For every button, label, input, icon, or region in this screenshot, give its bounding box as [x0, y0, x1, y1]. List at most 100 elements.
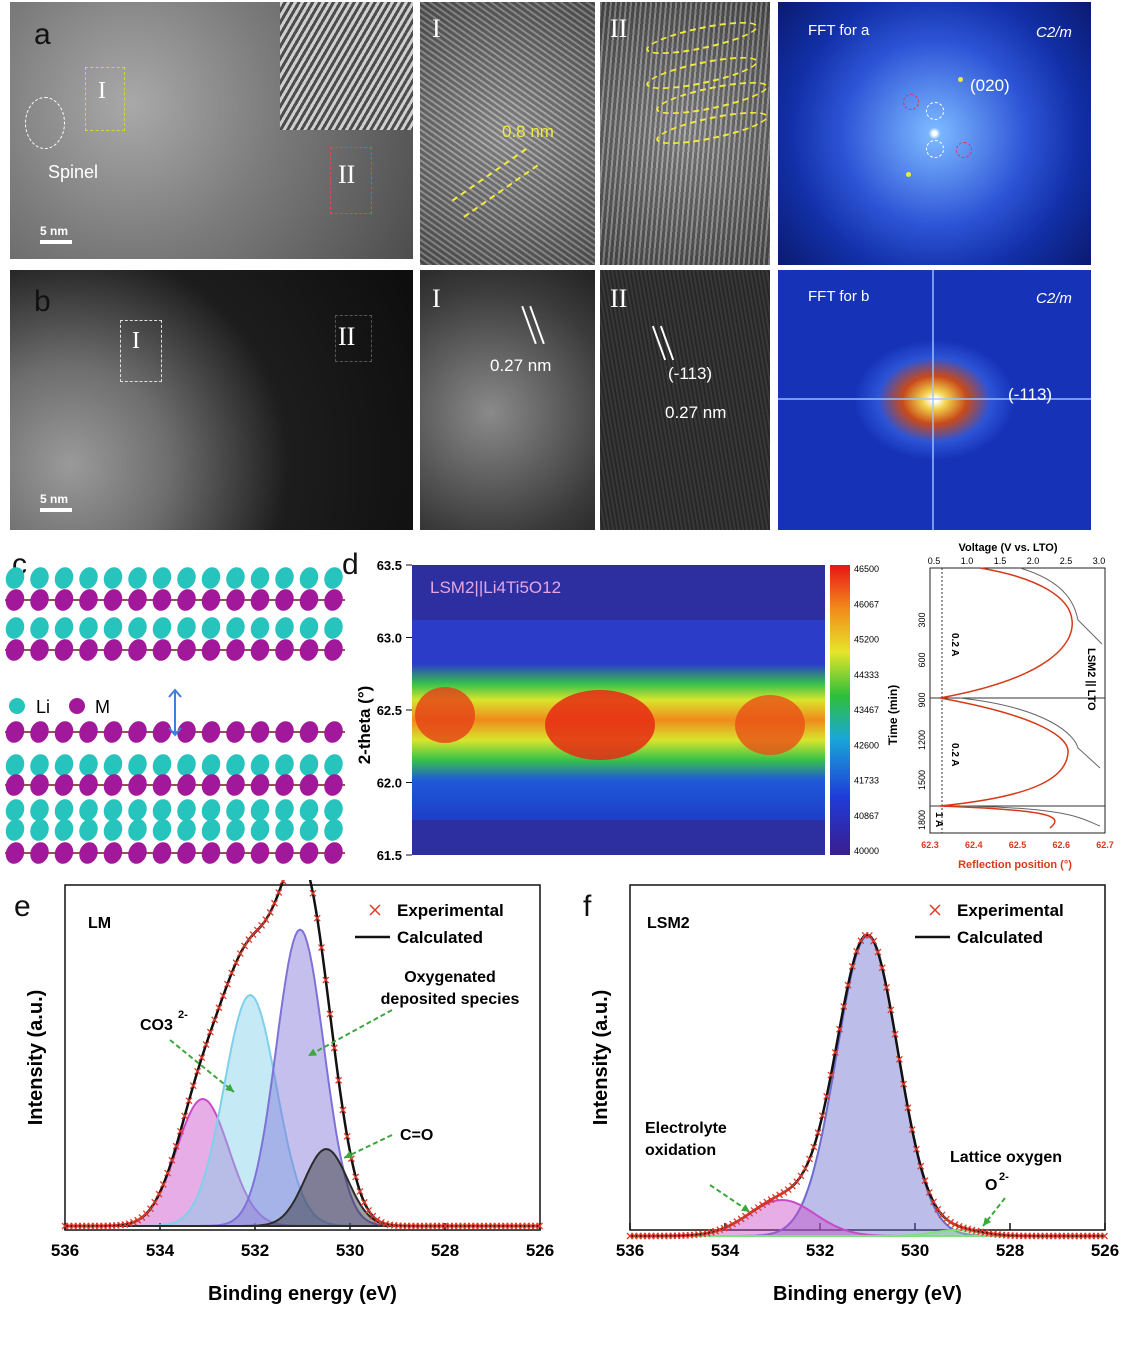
panel-label-d: d [342, 548, 359, 581]
colorbar-tick-label: 45200 [854, 635, 879, 645]
li-atom [226, 819, 245, 841]
colorbar-tick-label: 43467 [854, 705, 879, 715]
li-atom [79, 617, 98, 639]
space-group-label: C2/m [1036, 290, 1072, 307]
li-atom [275, 754, 294, 776]
experimental-point [857, 937, 865, 945]
experimental-point [827, 1071, 835, 1079]
m-atom [299, 639, 319, 661]
heatmap-hotspot [545, 690, 655, 760]
colorbar-tick-label: 44333 [854, 670, 879, 680]
m-atom [103, 842, 123, 864]
scale-bar [40, 240, 72, 244]
li-atom [30, 617, 49, 639]
m-atom [324, 639, 343, 661]
m-atom [275, 639, 294, 661]
li-atom [79, 819, 98, 841]
experimental-point [168, 1156, 176, 1164]
experimental-point [951, 1221, 959, 1229]
annotation-arrow [169, 1039, 235, 1093]
experimental-point [176, 1127, 184, 1135]
fft-streak [932, 270, 934, 530]
experimental-point [733, 1218, 741, 1226]
y-tick-label: 63.0 [377, 631, 402, 646]
legend-label: Experimental [957, 901, 1064, 920]
fft-spot [906, 172, 911, 177]
annotation-label: Lattice oxygen [950, 1149, 1062, 1166]
m-atom [5, 639, 25, 661]
top-tick-label: 2.5 [1060, 556, 1073, 566]
panel-a-inset [280, 2, 413, 130]
x-tick-label: 532 [241, 1241, 269, 1260]
experimental-point [219, 992, 227, 1000]
x-axis-label: Binding energy (eV) [208, 1283, 397, 1305]
experimental-point [232, 959, 240, 967]
m-atom [128, 774, 147, 796]
m-atom [177, 774, 196, 796]
experimental-point [930, 1198, 937, 1206]
colorbar-tick-label: 42600 [854, 740, 879, 750]
m-atom [30, 589, 49, 611]
li-atom [226, 567, 245, 589]
annotation-label: Electrolyte [645, 1120, 727, 1137]
m-atom [103, 721, 123, 743]
lattice-spacing-label: 0.27 nm [490, 356, 552, 375]
inset-top-xlabel: Voltage (V vs. LTO) [958, 542, 1057, 554]
li-atom [324, 617, 343, 639]
spinel-label: Spinel [48, 162, 99, 182]
x-tick-label: 532 [806, 1241, 834, 1260]
m-atom [177, 639, 196, 661]
experimental-point [870, 937, 878, 945]
plot-frame [629, 884, 1106, 1231]
annotation-label: oxidation [645, 1142, 716, 1159]
experimental-point [356, 1187, 364, 1195]
m-atom [5, 721, 25, 743]
colorbar [830, 565, 850, 855]
y-tick-label: 62.5 [377, 703, 402, 718]
x-tick-label: 534 [711, 1241, 740, 1260]
experimental-point [763, 1198, 771, 1206]
panel-a-tem-main: I II Spinel 5 nm [10, 2, 413, 259]
current-label: 0.2 A [949, 633, 960, 657]
panel-b-zoom-II: II (-113) 0.27 nm [600, 270, 770, 530]
legend-marker-experimental [929, 904, 941, 916]
experimental-point [134, 1216, 142, 1224]
li-atom [226, 754, 245, 776]
x-tick-label: 536 [616, 1241, 644, 1260]
m-atom [128, 589, 147, 611]
m-atom [226, 639, 245, 661]
region-box-II [330, 147, 372, 214]
experimental-point [716, 1226, 724, 1234]
y-tick-label: 62.0 [377, 776, 402, 791]
experimental-point [271, 899, 278, 907]
li-atom [177, 819, 196, 841]
experimental-point [900, 1080, 908, 1088]
m-atom [275, 842, 294, 864]
bottom-tick-label: 62.3 [921, 840, 939, 850]
experimental-point [228, 969, 236, 977]
m-atom [177, 721, 196, 743]
panel-b-tem-main: I II 5 nm [10, 270, 413, 530]
li-atom [324, 754, 343, 776]
fft-spot-circle [926, 102, 944, 120]
reflection-position-inset: Voltage (V vs. LTO) 0.5 1.0 1.5 2.0 2.5 3.0 6… [917, 542, 1114, 871]
m-atom [250, 639, 270, 661]
x-tick-label: 534 [146, 1241, 175, 1260]
m-atom [103, 774, 123, 796]
li-atom [201, 754, 221, 776]
experimental-point [865, 931, 873, 939]
arrowhead [741, 1204, 750, 1212]
experimental-point [921, 1177, 929, 1185]
m-atom [79, 589, 98, 611]
li-atom [30, 754, 49, 776]
bottom-tick-label: 62.4 [965, 840, 983, 850]
zoom-label-I: I [432, 14, 441, 43]
experimental-point [806, 1155, 814, 1163]
li-atom [226, 799, 245, 821]
m-atom [226, 589, 245, 611]
li-atom [299, 617, 319, 639]
panel-label-e: e [14, 890, 31, 923]
panel-b-zoom-I: I 0.27 nm [420, 270, 595, 530]
experimental-point [853, 947, 861, 955]
li-atom [128, 567, 147, 589]
